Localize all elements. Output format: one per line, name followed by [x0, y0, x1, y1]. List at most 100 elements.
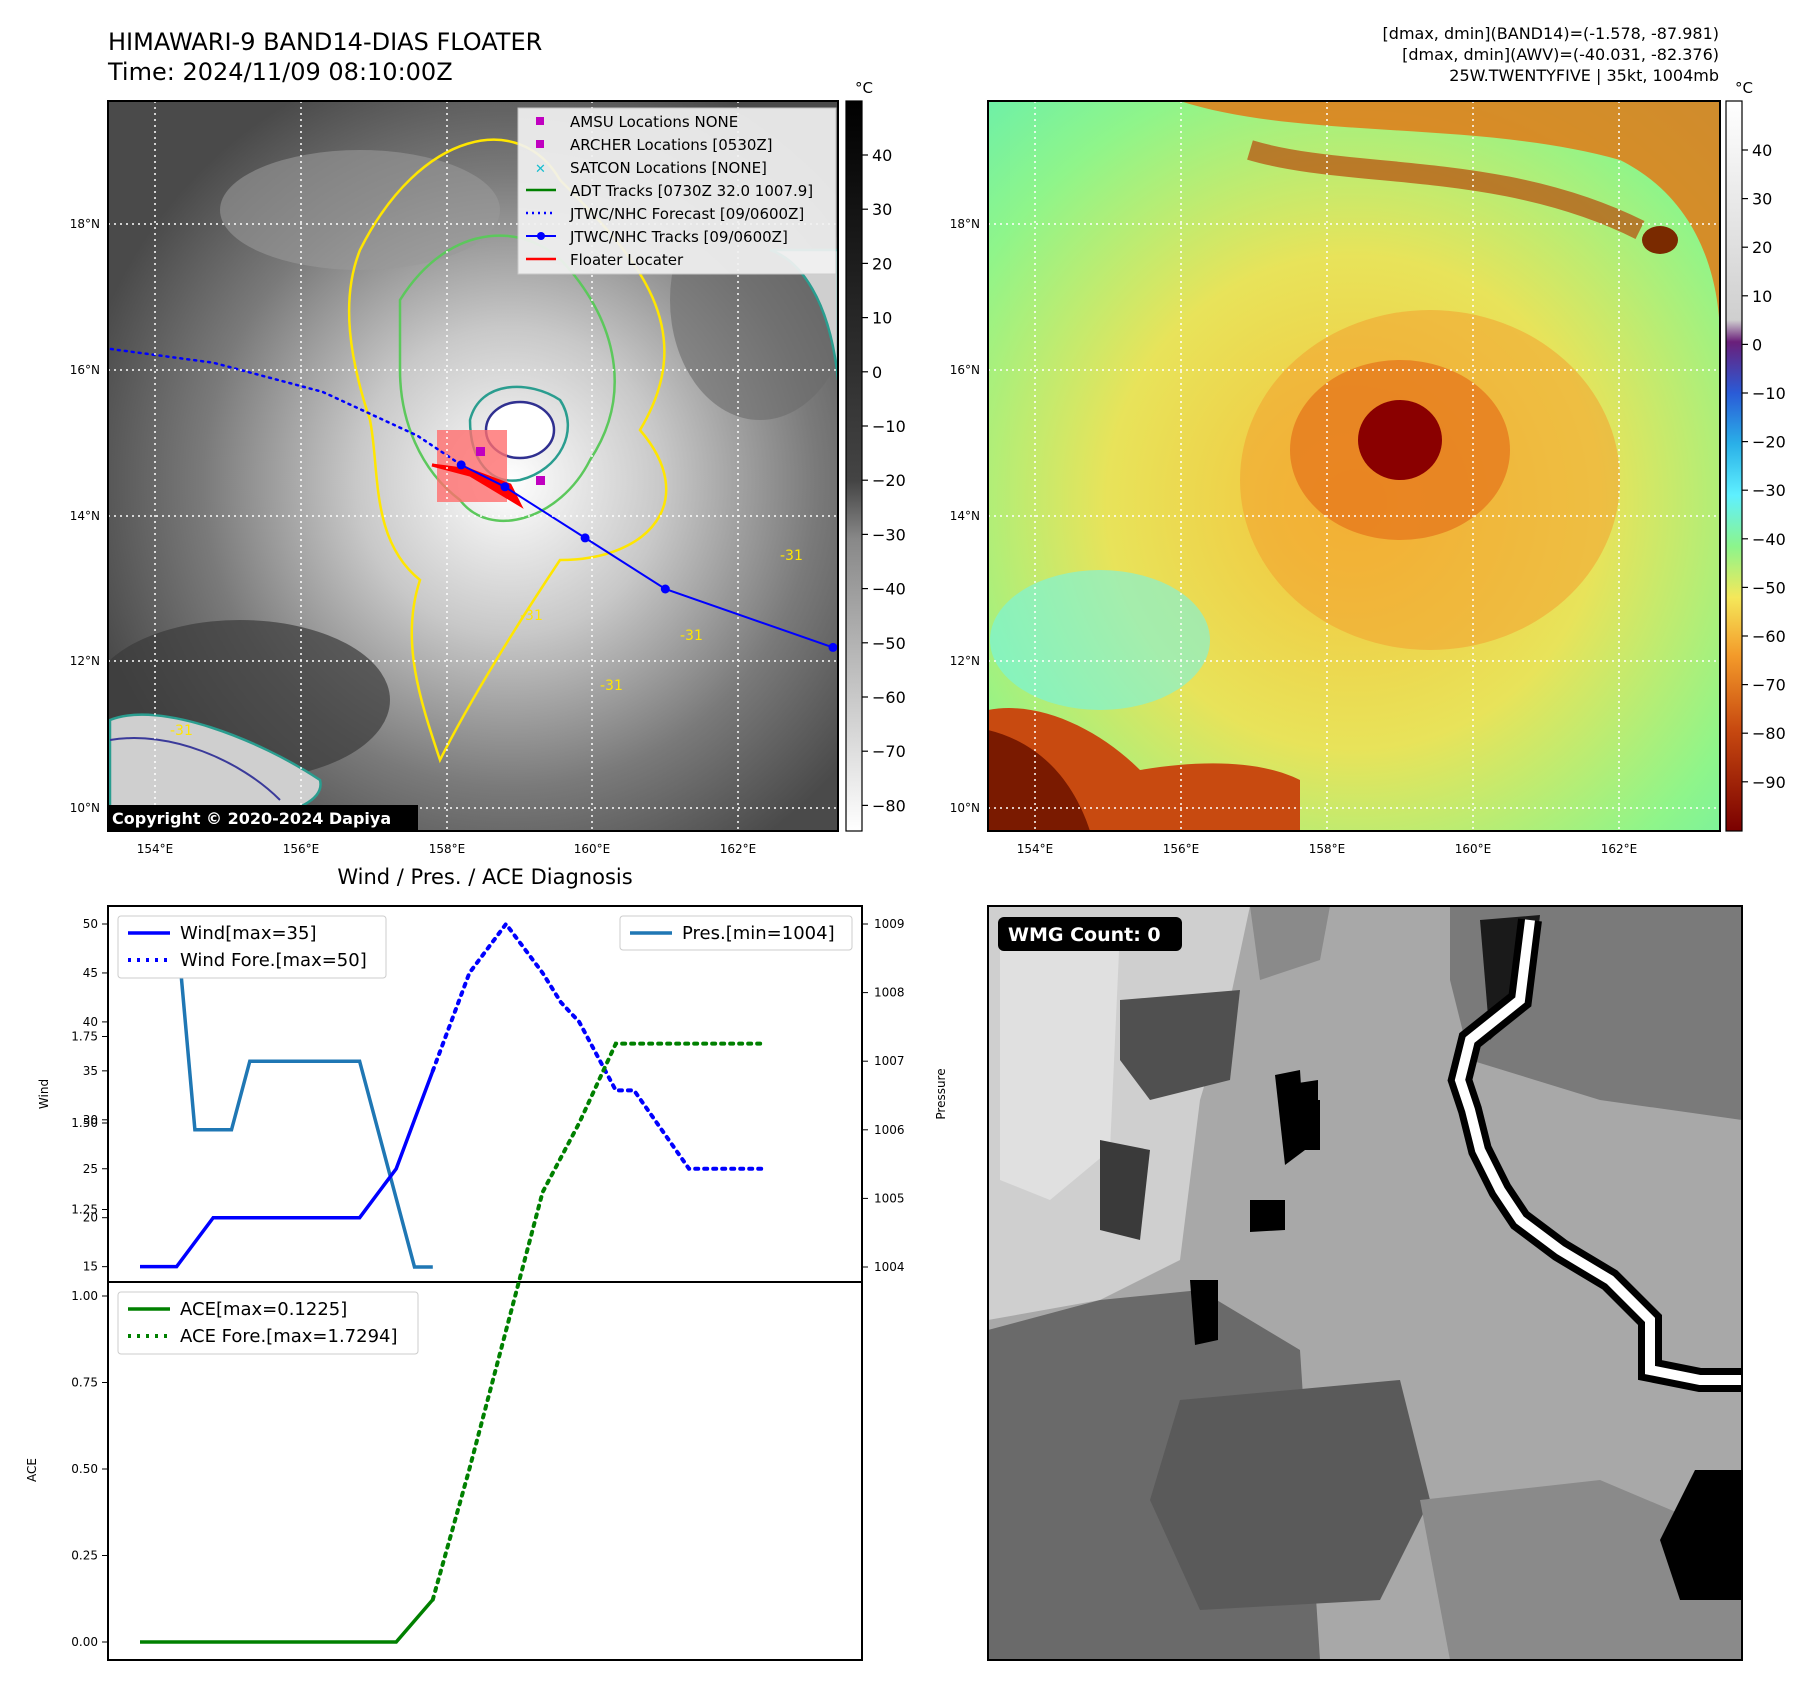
pressure-axis-label: Pressure	[934, 1068, 948, 1119]
lat-label: 18°N	[950, 217, 980, 231]
lon-label: 160°E	[1455, 842, 1492, 856]
legend-adt: ADT Tracks [0730Z 32.0 1007.9]	[570, 182, 813, 200]
ace-legend: ACE[max=0.1225] ACE Fore.[max=1.7294]	[117, 1291, 419, 1355]
pressure-tick: 1006	[874, 1123, 905, 1137]
map2-axis-labels: 18°N 16°N 14°N 12°N 10°N 154°E 156°E 158…	[950, 217, 1638, 856]
archer-marker	[536, 140, 544, 148]
lat-label: 16°N	[70, 363, 100, 377]
legend-wind-fore: Wind Fore.[max=50]	[180, 950, 367, 971]
awv-eye-region	[1358, 400, 1442, 480]
wind-legend: Wind[max=35] Wind Fore.[max=50]	[117, 915, 387, 979]
colorbar-tick: 40	[1752, 141, 1772, 160]
lat-label: 12°N	[70, 654, 100, 668]
wind-tick: 35	[83, 1064, 98, 1078]
jtwc-track-point	[660, 584, 670, 594]
lat-label: 14°N	[70, 509, 100, 523]
contour-label: -31	[520, 608, 543, 624]
lon-label: 156°E	[1163, 842, 1200, 856]
legend-amsu: AMSU Locations NONE	[570, 113, 738, 131]
colorbar-tick: −70	[872, 742, 906, 761]
map-legend: AMSU Locations NONE ARCHER Locations [05…	[517, 107, 837, 275]
colorbar-unit: °C	[855, 79, 873, 97]
colorbar-tick: −10	[1752, 384, 1786, 403]
legend-ace-fore: ACE Fore.[max=1.7294]	[180, 1326, 398, 1347]
lon-label: 154°E	[137, 842, 174, 856]
colorbar-tick: 0	[872, 363, 882, 382]
awv-map-panel	[988, 101, 1720, 831]
jtwc-track-point	[500, 482, 510, 492]
pressure-series	[140, 922, 433, 1269]
colorbar-tick: −90	[1752, 773, 1786, 792]
jtwc-track-point	[828, 642, 838, 652]
lat-label: 12°N	[950, 654, 980, 668]
diagnosis-title: Wind / Pres. / ACE Diagnosis	[337, 865, 632, 889]
ace-tick: 1.50	[71, 1116, 98, 1130]
copyright-box	[108, 805, 418, 831]
ace-tick: 0.25	[71, 1549, 98, 1563]
info-awv: [dmax, dmin](AWV)=(-40.031, -82.376)	[1402, 45, 1719, 64]
lon-label: 158°E	[429, 842, 466, 856]
gray-colorbar: °C 40 30 20 10 0 −10 −20 −30 −40 −50 −60 −70 −80	[845, 79, 906, 832]
pressure-tick: 1008	[874, 986, 905, 1000]
colorbar-tick: −60	[872, 688, 906, 707]
wind-tick: 25	[83, 1162, 98, 1176]
colorbar-tick: −40	[872, 580, 906, 599]
colorbar-tick: 30	[1752, 190, 1772, 209]
contour-mid	[398, 234, 616, 523]
ace-axis-label: ACE	[25, 1458, 39, 1482]
contour-label: -31	[170, 723, 193, 739]
colorbar-tick: 10	[872, 309, 892, 328]
wind-forecast-series	[430, 920, 765, 1171]
colorbar-tick: −70	[1752, 676, 1786, 695]
ace-tick: 1.75	[71, 1030, 98, 1044]
ace-tick: 0.75	[71, 1376, 98, 1390]
colorbar-tick: −80	[1752, 724, 1786, 743]
ace-tick: 1.25	[71, 1203, 98, 1217]
wmg-badge: WMG Count: 0	[1008, 924, 1161, 946]
ace-tick: 0.50	[71, 1462, 98, 1476]
colorbar-tick: −20	[1752, 433, 1786, 452]
wind-tick: 15	[83, 1260, 98, 1274]
satcon-marker: ✕	[535, 162, 546, 177]
wind-series	[140, 1070, 435, 1269]
contour-label: -31	[780, 548, 803, 564]
lon-label: 158°E	[1309, 842, 1346, 856]
wind-pressure-chart: 50 45 40 35 30 25 20 15 1009 1008 1007 1006 1005 100…	[37, 905, 948, 1283]
colorbar-tick: −20	[872, 471, 906, 490]
lon-label: 156°E	[283, 842, 320, 856]
colorbar-unit: °C	[1735, 79, 1753, 97]
lat-label: 10°N	[950, 801, 980, 815]
archer-location	[476, 447, 485, 456]
legend-pres: Pres.[min=1004]	[682, 923, 835, 944]
contour-label: -31	[600, 678, 623, 694]
wmg-panel: WMG Count: 0	[988, 906, 1742, 1660]
copyright-text: Copyright © 2020-2024 Dapiya	[112, 809, 391, 828]
ace-tick: 1.00	[71, 1289, 98, 1303]
colorbar-tick: 30	[872, 200, 892, 219]
figure-title: HIMAWARI-9 BAND14-DIAS FLOATER	[108, 28, 542, 56]
info-storm: 25W.TWENTYFIVE | 35kt, 1004mb	[1449, 66, 1719, 85]
wind-tick: 40	[83, 1015, 98, 1029]
colorbar-tick: 0	[1752, 335, 1762, 354]
colorbar-tick: −30	[872, 525, 906, 544]
figure-time: Time: 2024/11/09 08:10:00Z	[107, 58, 453, 86]
awv-grid	[988, 101, 1720, 831]
pressure-tick: 1009	[874, 917, 905, 931]
pressure-legend: Pres.[min=1004]	[619, 915, 853, 951]
lat-label: 14°N	[950, 509, 980, 523]
colorbar-tick: 20	[872, 254, 892, 273]
pressure-tick: 1004	[874, 1260, 905, 1274]
legend-satcon: SATCON Locations [NONE]	[570, 159, 767, 177]
wind-tick: 30	[83, 1113, 98, 1127]
wind-axis-label: Wind	[37, 1079, 51, 1109]
wind-tick: 45	[83, 966, 98, 980]
colorbar-tick: 40	[872, 146, 892, 165]
lon-label: 154°E	[1017, 842, 1054, 856]
legend-ace: ACE[max=0.1225]	[180, 1299, 347, 1320]
lon-label: 160°E	[574, 842, 611, 856]
jtwc-track-point	[456, 460, 466, 470]
lon-label: 162°E	[1601, 842, 1638, 856]
pressure-tick: 1007	[874, 1054, 905, 1068]
lon-label: 162°E	[720, 842, 757, 856]
